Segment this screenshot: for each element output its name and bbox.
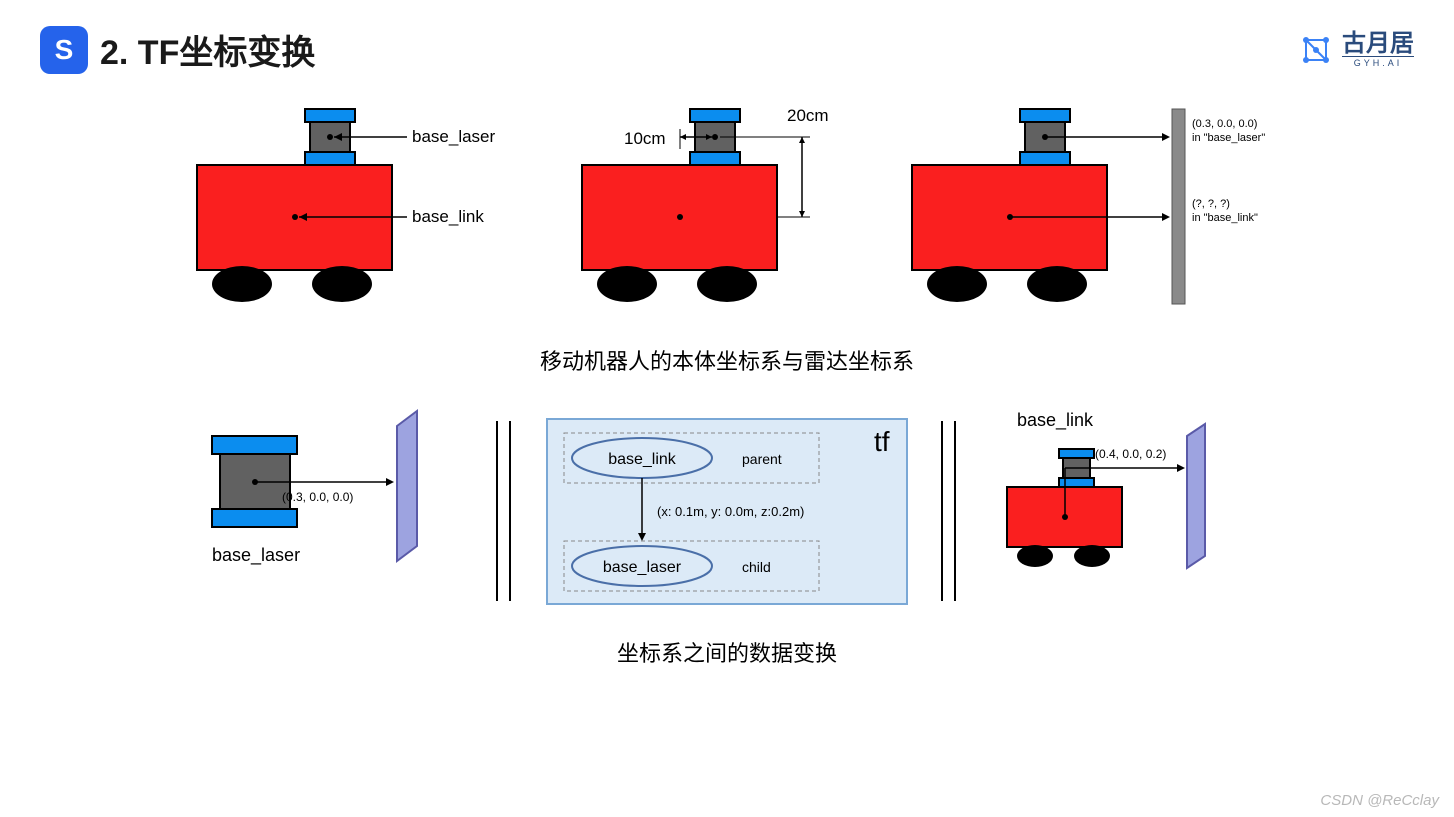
sensor-diagram-left: (0.3, 0.0, 0.0) base_laser xyxy=(187,406,467,616)
robot-diagram-1: base_laser base_link xyxy=(182,89,512,324)
link-frame-3: in "base_link" xyxy=(1192,212,1258,224)
laser-frame-3: in "base_laser" xyxy=(1192,132,1265,144)
divider-1 xyxy=(492,411,517,611)
link-label-1: base_link xyxy=(412,207,484,226)
robot-diagram-3: (0.3, 0.0, 0.0) in "base_laser" (?, ?, ?… xyxy=(892,89,1272,324)
brand-text: 古月居 GYH.AI xyxy=(1342,32,1414,68)
header-left: S 2. TF坐标变换 xyxy=(40,25,315,74)
left-label: base_laser xyxy=(212,545,300,566)
header: S 2. TF坐标变换 古月居 GYH.AI xyxy=(0,0,1454,79)
tf-parent-tag: parent xyxy=(742,451,782,467)
brand-logo: 古月居 GYH.AI xyxy=(1298,32,1414,68)
app-logo-icon: S xyxy=(40,26,88,74)
tf-transform-text: (x: 0.1m, y: 0.0m, z:0.2m) xyxy=(657,504,804,519)
page-title: 2. TF坐标变换 xyxy=(100,25,315,74)
tf-parent-node: base_link xyxy=(608,451,677,468)
brand-icon xyxy=(1298,32,1334,68)
watermark: CSDN @ReCclay xyxy=(1320,792,1439,809)
transform-row: (0.3, 0.0, 0.0) base_laser tf base_link … xyxy=(0,406,1454,616)
divider-2 xyxy=(937,411,962,611)
robots-row: base_laser base_link 10cm 20cm xyxy=(0,89,1454,324)
laser-coords-3: (0.3, 0.0, 0.0) xyxy=(1192,118,1257,130)
link-coords-3: (?, ?, ?) xyxy=(1192,198,1230,210)
hdim-label: 10cm xyxy=(624,129,666,148)
laser-label-1: base_laser xyxy=(412,127,496,146)
caption-row2: 坐标系之间的数据变换 xyxy=(0,636,1454,668)
vdim-label: 20cm xyxy=(787,106,829,125)
tf-title: tf xyxy=(874,426,890,457)
brand-name-en: GYH.AI xyxy=(1342,56,1414,68)
tf-box: tf base_link parent (x: 0.1m, y: 0.0m, z… xyxy=(542,411,912,611)
caption-row1: 移动机器人的本体坐标系与雷达坐标系 xyxy=(0,344,1454,376)
right-coords: (0.4, 0.0, 0.2) xyxy=(1095,447,1166,461)
robot-diagram-2: 10cm 20cm xyxy=(552,89,852,324)
tf-child-node: base_laser xyxy=(603,559,682,576)
robot-diagram-right: base_link (0.4, 0.0, 0.2) xyxy=(987,406,1267,616)
brand-name-cn: 古月居 xyxy=(1342,32,1414,56)
tf-child-tag: child xyxy=(742,559,771,575)
left-coords: (0.3, 0.0, 0.0) xyxy=(282,490,353,504)
right-label: base_link xyxy=(1017,410,1094,431)
